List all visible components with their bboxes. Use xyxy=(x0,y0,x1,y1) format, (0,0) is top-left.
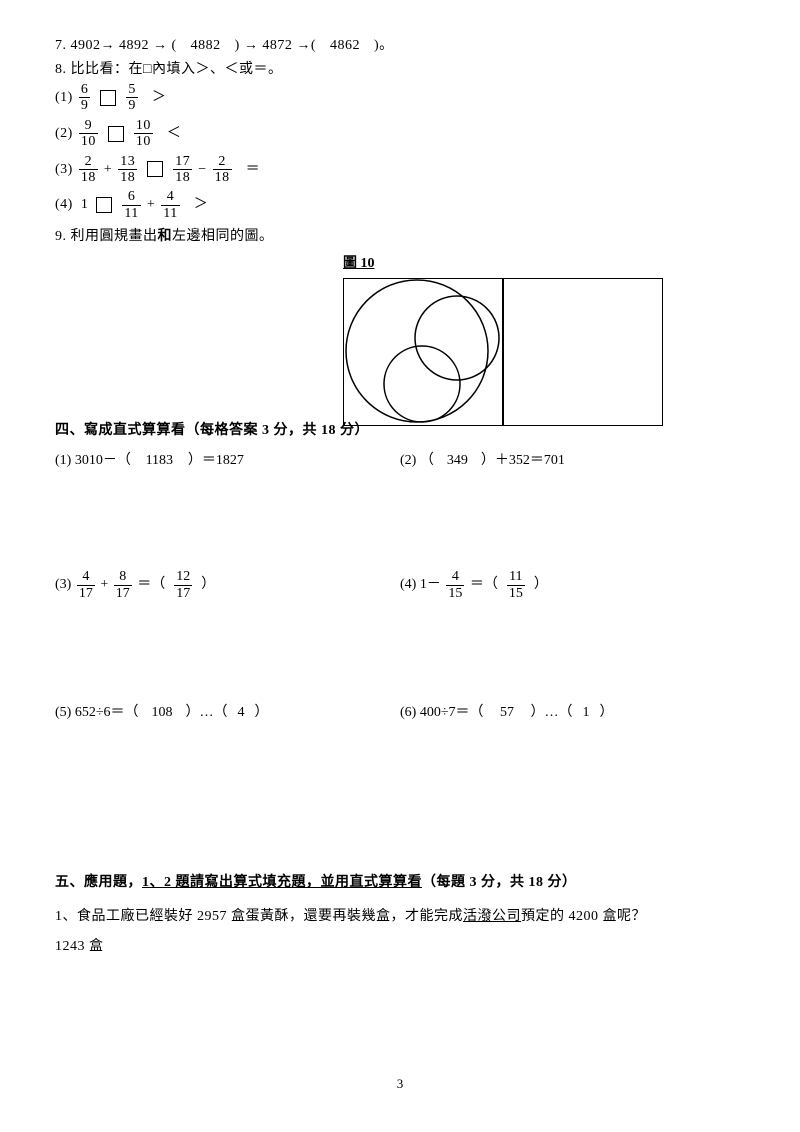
figure-10 xyxy=(343,278,663,426)
q7-blank2: 4862 xyxy=(320,38,370,54)
figure-right xyxy=(503,278,663,426)
sec4-q4: (4) 1－ 415 ＝（ 1115 ） xyxy=(400,569,745,601)
frac: 6 9 xyxy=(79,82,91,114)
q8-4: (4) 1 611 + 411 ＞ xyxy=(55,189,745,221)
figure-left xyxy=(343,278,503,426)
circles-diagram xyxy=(344,279,501,424)
section5-title: 五、應用題，1、2 題請寫出算式填充題，並用直式算算看（每題 3 分，共 18 … xyxy=(55,871,745,891)
q7-suffix: )。 xyxy=(374,38,394,53)
q8-1: (1) 6 9 5 9 ＞ xyxy=(55,82,745,114)
q8-1-label: (1) xyxy=(55,90,73,105)
sec5-q1: 1、食品工廠已經裝好 2957 盒蛋黃酥，還要再裝幾盒，才能完成活潑公司預定的 … xyxy=(55,905,745,925)
frac: 9 10 xyxy=(79,118,98,150)
page-number: 3 xyxy=(0,1076,800,1092)
q7-mid: ) → 4872 →( xyxy=(235,38,316,53)
q8-header: 8. 比比看：在□內填入＞、＜或＝。 xyxy=(55,58,745,78)
sec4-q5: (5) 652÷6＝（ 108 ）…（ 4 ） xyxy=(55,701,400,721)
q8-2-label: (2) xyxy=(55,126,73,141)
compare-box xyxy=(108,126,124,142)
q7-prefix: 7. 4902→ 4892 → ( xyxy=(55,38,177,53)
sec4-q3: (3) 417 + 817 ＝（ 1217 ） xyxy=(55,569,400,601)
sec4-q1: (1) 3010－（ 1183 ）＝1827 xyxy=(55,449,400,469)
sec4-q2: (2) （ 349 ）＋352＝701 xyxy=(400,449,745,469)
fig-label: 圖 10 xyxy=(343,252,375,272)
q8-3: (3) 218 + 1318 1718 − 218 ＝ xyxy=(55,154,745,186)
frac: 10 10 xyxy=(134,118,153,150)
q8-1-ans: ＞ xyxy=(152,90,167,105)
compare-box xyxy=(96,197,112,213)
q8-2: (2) 9 10 10 10 ＜ xyxy=(55,118,745,150)
compare-box xyxy=(147,161,163,177)
compare-box xyxy=(100,90,116,106)
q8-2-ans: ＜ xyxy=(167,126,182,141)
q7-blank1: 4882 xyxy=(181,38,231,54)
q7: 7. 4902→ 4892 → ( 4882 ) → 4872 →( 4862 … xyxy=(55,34,745,54)
q8-4-ans: ＞ xyxy=(194,197,209,212)
q9: 9. 利用圓規畫出和左邊相同的圖。 xyxy=(55,225,745,245)
frac: 5 9 xyxy=(126,82,138,114)
sec4-q6: (6) 400÷7＝（ 57 ）…（ 1 ） xyxy=(400,701,745,721)
q8-4-label: (4) xyxy=(55,197,73,212)
q8-3-label: (3) xyxy=(55,162,73,177)
sec5-ans1: 1243 盒 xyxy=(55,935,745,955)
q8-3-ans: ＝ xyxy=(246,162,261,177)
